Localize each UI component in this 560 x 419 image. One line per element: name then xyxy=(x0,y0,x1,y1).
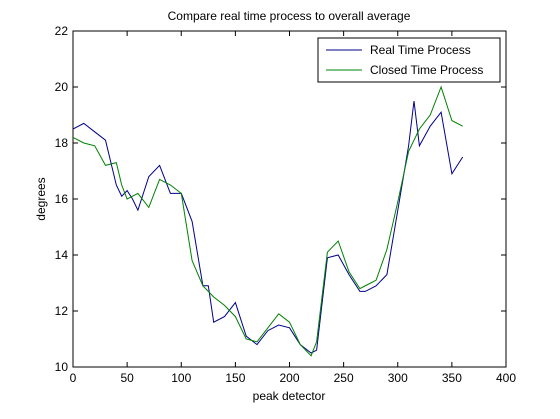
plot-frame xyxy=(72,30,507,368)
y-tick-label: 16 xyxy=(55,192,69,206)
x-tick-label: 400 xyxy=(496,371,516,385)
x-tick-label: 350 xyxy=(442,371,462,385)
y-tick-label: 12 xyxy=(55,304,69,318)
legend-box xyxy=(317,37,501,83)
legend-entry-label: Real Time Process xyxy=(370,43,471,57)
x-tick-label: 0 xyxy=(70,371,77,385)
x-axis-label: peak detector xyxy=(253,389,326,403)
chart-title: Compare real time process to overall ave… xyxy=(168,9,411,23)
series-line-real-time-process xyxy=(72,100,464,354)
x-tick-label: 150 xyxy=(225,371,245,385)
x-tick-label: 50 xyxy=(120,371,134,385)
y-tick-label: 10 xyxy=(55,360,69,374)
legend-entry-label: Closed Time Process xyxy=(370,63,483,77)
plot-area: 0 50 100 150 200 250 300 350 400 10 12 14 16 18 20 22 Re… xyxy=(55,24,517,385)
x-tick-label: 250 xyxy=(334,371,354,385)
y-tick-label: 20 xyxy=(55,80,69,94)
y-tick-label: 14 xyxy=(55,248,69,262)
x-tick-label: 100 xyxy=(171,371,191,385)
y-tick-label: 22 xyxy=(55,24,69,38)
y-tick-label: 18 xyxy=(55,136,69,150)
x-tick-label: 200 xyxy=(279,371,299,385)
series-line-closed-time-process xyxy=(72,85,463,357)
x-tick-label: 300 xyxy=(388,371,408,385)
y-axis-label: degrees xyxy=(34,177,48,220)
